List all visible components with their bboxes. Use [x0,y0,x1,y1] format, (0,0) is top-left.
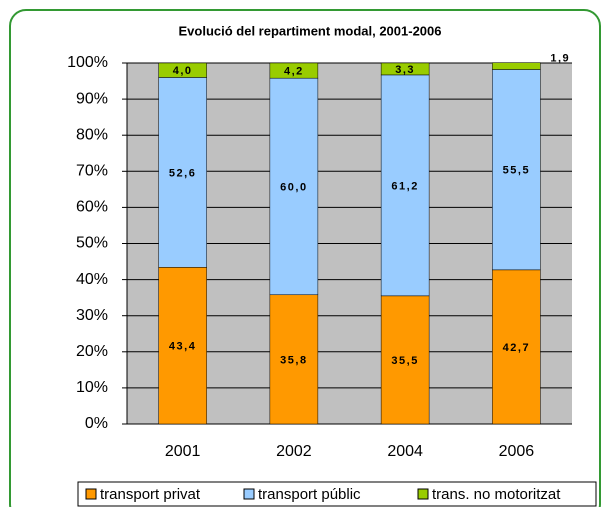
value-label: 4,2 [284,65,304,77]
value-label: 43,4 [169,341,196,353]
value-label: 60,0 [280,181,307,193]
legend-box [77,481,597,507]
y-tick-label: 100% [67,54,108,71]
bar-segment [269,62,319,79]
value-label: 61,2 [391,180,418,192]
bar-segment [492,62,541,70]
legend-swatch [243,488,255,500]
y-tick-label: 30% [76,307,108,324]
x-tick-label: 2006 [499,443,535,460]
y-tick-label: 90% [76,90,108,107]
bar-segment [269,294,319,425]
x-tick-label: 2004 [387,443,423,460]
value-label: 52,6 [169,167,196,179]
bar-segment [492,269,541,425]
value-label: 42,7 [503,342,530,354]
bar-segment [492,69,541,271]
bar-segment [158,77,207,268]
legend-label: trans. no motoritzat [432,486,561,503]
legend-label: transport privat [100,486,201,503]
y-tick-label: 60% [76,199,108,216]
bar-segment [380,74,430,297]
value-label: 35,8 [280,354,307,366]
y-tick-label: 70% [76,163,108,180]
bar-segment [380,62,430,76]
y-tick-label: 40% [76,271,108,288]
y-tick-label: 0% [85,415,108,432]
y-tick-label: 80% [76,126,108,143]
x-tick-label: 2002 [276,443,312,460]
bar-segment [269,77,319,296]
chart-title: Evolució del repartiment modal, 2001-200… [179,23,442,38]
y-tick-label: 20% [76,343,108,360]
value-label: 4,0 [173,65,193,77]
legend-label: transport públic [258,486,361,503]
value-label: 35,5 [391,355,418,367]
legend-swatch [85,488,97,500]
value-label: 3,3 [395,64,415,76]
value-label: 55,5 [503,165,530,177]
y-tick-label: 10% [76,379,108,396]
legend-swatch [417,488,429,500]
y-tick-label: 50% [76,235,108,252]
bar-segment [158,62,207,78]
x-tick-label: 2001 [165,443,201,460]
value-label: 1,9 [550,53,570,65]
bar-segment [380,295,430,425]
